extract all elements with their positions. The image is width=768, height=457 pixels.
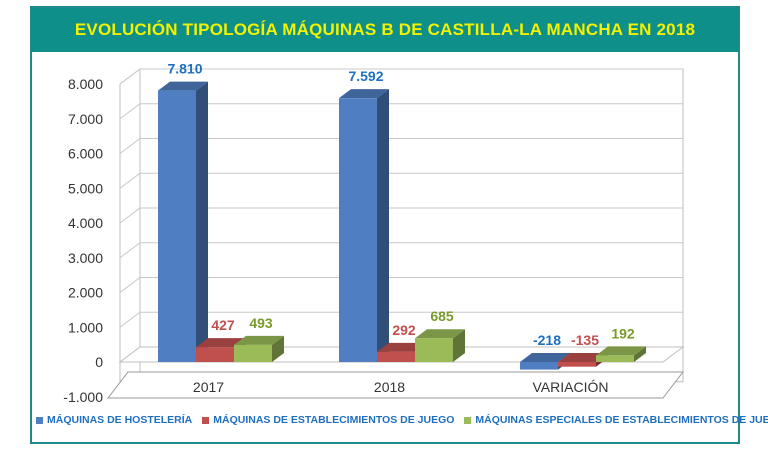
side-wall xyxy=(119,68,141,398)
y-tick-label: -1.000 xyxy=(63,389,103,405)
chart-legend: MÁQUINAS DE HOSTELERÍA MÁQUINAS DE ESTABL… xyxy=(36,414,768,426)
bar-top xyxy=(520,353,570,362)
x-tick-label: 2017 xyxy=(193,379,224,395)
legend-swatch xyxy=(202,416,210,424)
data-label: -218 xyxy=(533,332,561,348)
bar xyxy=(339,98,377,362)
legend-swatch xyxy=(464,416,472,424)
data-label: 493 xyxy=(249,315,273,331)
bar xyxy=(158,90,196,362)
gridline xyxy=(119,207,683,224)
gridline xyxy=(119,103,683,120)
y-tick-label: 2.000 xyxy=(68,285,103,301)
bar xyxy=(596,355,634,362)
gridline xyxy=(119,311,683,328)
bar-top xyxy=(596,346,646,356)
data-label: -135 xyxy=(571,332,599,348)
bar xyxy=(196,347,234,362)
bar-top xyxy=(158,81,208,91)
y-tick-label: 6.000 xyxy=(68,146,103,162)
bar xyxy=(234,344,272,362)
gridline xyxy=(119,138,683,154)
data-label: 427 xyxy=(211,317,235,333)
bar-side xyxy=(272,335,284,362)
gridline xyxy=(119,242,683,259)
gridline xyxy=(119,172,683,189)
x-tick-label: 2018 xyxy=(374,379,405,395)
data-label: 192 xyxy=(611,325,635,341)
data-label: 292 xyxy=(392,322,416,338)
legend-label: MÁQUINAS DE ESTABLECIMIENTOS DE JUEGO xyxy=(213,414,455,426)
legend-label: MÁQUINAS DE HOSTELERÍA xyxy=(47,414,193,426)
bar-top xyxy=(377,342,427,352)
y-tick-label: 5.000 xyxy=(68,180,103,196)
bar-side xyxy=(377,89,389,362)
bar xyxy=(415,338,453,362)
bar-side xyxy=(196,81,208,362)
data-label: 7.592 xyxy=(348,68,383,84)
y-tick-label: 1.000 xyxy=(68,319,103,335)
y-tick-label: 0 xyxy=(95,354,103,370)
bar-top xyxy=(415,329,465,339)
legend-label: MÁQUINAS ESPECIALES DE ESTABLECIMIENTOS … xyxy=(475,414,768,426)
bar xyxy=(520,362,558,370)
legend-item: MÁQUINAS DE ESTABLECIMIENTOS DE JUEGO xyxy=(202,414,454,426)
bar-top xyxy=(234,335,284,345)
bar-side xyxy=(634,346,646,362)
bar-top xyxy=(558,353,608,362)
bar-top xyxy=(196,338,246,348)
y-tick-label: 8.000 xyxy=(68,76,103,92)
legend-item: MÁQUINAS ESPECIALES DE ESTABLECIMIENTOS … xyxy=(464,414,768,426)
legend-swatch xyxy=(36,416,43,424)
bar xyxy=(558,362,596,367)
chart-title: EVOLUCIÓN TIPOLOGÍA MÁQUINAS B DE CASTIL… xyxy=(74,20,696,39)
gridline xyxy=(119,68,683,85)
gridline xyxy=(119,277,683,293)
legend-item: MÁQUINAS DE HOSTELERÍA xyxy=(36,414,192,426)
bar xyxy=(377,351,415,362)
data-label: 7.810 xyxy=(167,61,202,77)
category-axis-band xyxy=(106,371,685,399)
data-label: 685 xyxy=(430,308,454,324)
bar-side xyxy=(453,329,465,362)
y-tick-label: 3.000 xyxy=(68,250,103,266)
x-tick-label: VARIACIÓN xyxy=(533,379,609,395)
chart-title-bar: EVOLUCIÓN TIPOLOGÍA MÁQUINAS B DE CASTIL… xyxy=(32,8,738,52)
bar-top xyxy=(339,89,389,99)
y-tick-label: 4.000 xyxy=(68,215,103,231)
y-tick-label: 7.000 xyxy=(68,111,103,127)
